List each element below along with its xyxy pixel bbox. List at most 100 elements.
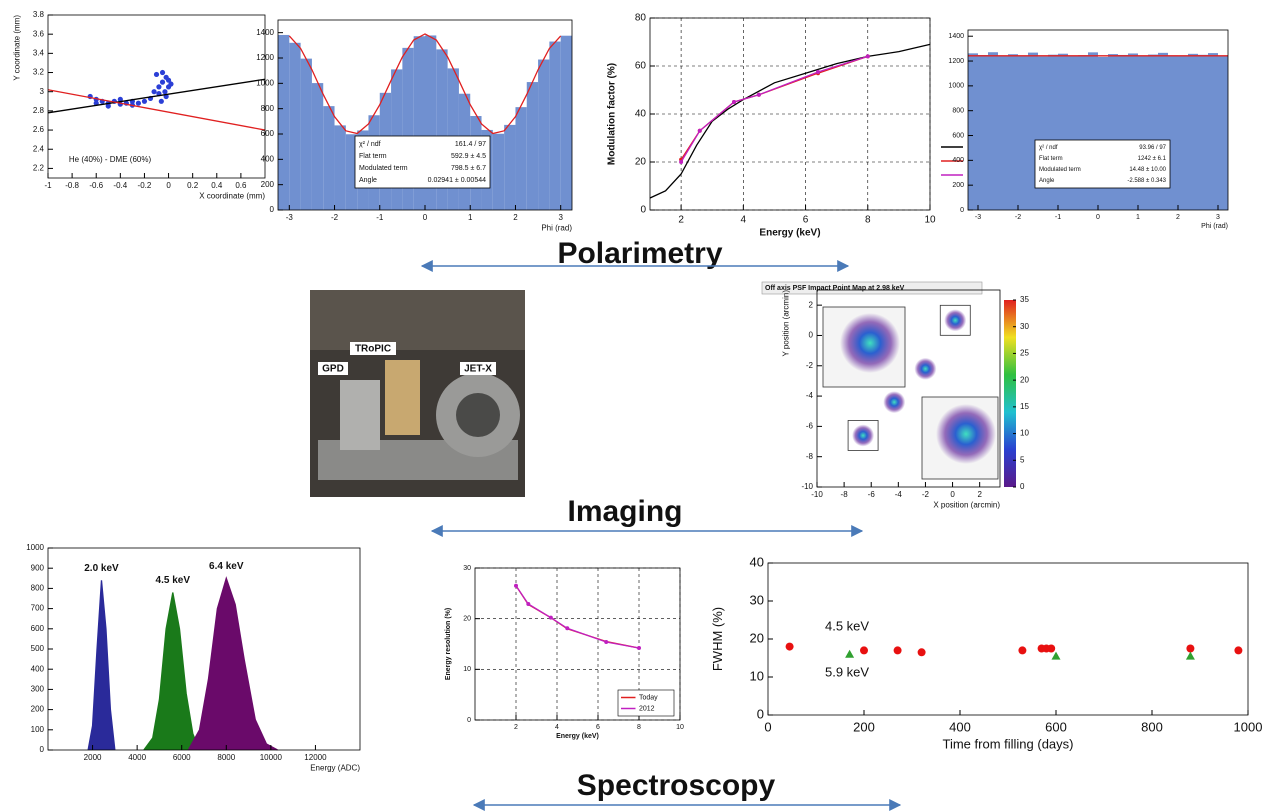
colorbar-tick-label: 5 bbox=[1020, 455, 1025, 464]
series-line bbox=[680, 55, 868, 163]
x-tick-label: 400 bbox=[949, 719, 971, 734]
y-tick-label: 3.6 bbox=[33, 29, 45, 38]
point bbox=[548, 615, 553, 620]
x-tick-label: 0.2 bbox=[187, 181, 199, 190]
stats-value: 592.9 ± 4.5 bbox=[451, 153, 486, 160]
hist-bar bbox=[998, 56, 1008, 211]
point bbox=[151, 89, 157, 95]
hist-bar bbox=[1108, 54, 1118, 210]
x-tick-label: 2000 bbox=[84, 753, 102, 762]
x-tick-label: -8 bbox=[841, 490, 849, 499]
legend-label: 2012 bbox=[639, 705, 655, 712]
y-axis-label: Energy resolution (%) bbox=[445, 608, 452, 680]
hist-bar bbox=[1218, 55, 1228, 211]
y-tick-label: 1000 bbox=[256, 78, 274, 87]
y-tick-label: 2 bbox=[809, 300, 814, 309]
point bbox=[697, 128, 702, 133]
hist-bar bbox=[278, 34, 290, 210]
legend-box bbox=[617, 689, 675, 717]
x-tick-label: 1 bbox=[1136, 214, 1140, 221]
plot-frame bbox=[816, 289, 1001, 488]
y-tick-label: 40 bbox=[635, 109, 647, 120]
y-tick-label: 200 bbox=[261, 180, 275, 189]
point bbox=[1234, 646, 1243, 655]
x-axis-label: Phi (rad) bbox=[1201, 223, 1228, 230]
y-tick-label: 30 bbox=[463, 565, 471, 572]
y-tick-label: 600 bbox=[952, 132, 964, 139]
hist-bar bbox=[492, 133, 505, 210]
point bbox=[105, 103, 111, 109]
point bbox=[637, 646, 641, 651]
hist-bar bbox=[1158, 52, 1168, 210]
point bbox=[1051, 651, 1061, 660]
hist-bar bbox=[1038, 56, 1048, 210]
point bbox=[153, 71, 160, 78]
y-tick-label: -10 bbox=[801, 482, 813, 491]
stats-key: χ² / ndf bbox=[359, 141, 381, 148]
spot-box bbox=[847, 420, 879, 451]
stats-box bbox=[354, 135, 491, 189]
x-tick-label: 0 bbox=[423, 213, 428, 222]
x-tick-label: 2 bbox=[514, 724, 518, 731]
psf-spot bbox=[914, 357, 937, 380]
x-axis-label: Energy (keV) bbox=[759, 228, 820, 239]
hist-bar bbox=[323, 106, 335, 210]
series-label: 4.5 keV bbox=[156, 575, 191, 586]
y-tick-label: 1000 bbox=[26, 543, 44, 552]
x-axis-label: Time from filling (days) bbox=[943, 736, 1074, 751]
plot-frame bbox=[474, 567, 681, 721]
colorbar-tick-label: 15 bbox=[1020, 402, 1029, 411]
y-tick-label: 2.8 bbox=[33, 106, 45, 115]
hist-bar bbox=[300, 58, 312, 211]
point bbox=[816, 70, 820, 74]
colorbar-tick-label: 30 bbox=[1020, 322, 1029, 331]
x-tick-label: -1 bbox=[44, 181, 52, 190]
colorbar-tick-label: 20 bbox=[1020, 375, 1029, 384]
x-tick-label: -0.4 bbox=[113, 181, 127, 190]
y-tick-label: 1200 bbox=[948, 58, 964, 65]
hist-bar bbox=[1198, 54, 1208, 210]
y-tick-label: 3 bbox=[40, 87, 45, 96]
hist-bar bbox=[1208, 53, 1218, 210]
hist-bar bbox=[1048, 54, 1058, 211]
y-tick-label: 1200 bbox=[256, 53, 274, 62]
colorbar bbox=[1004, 300, 1016, 487]
hist-bar bbox=[436, 49, 448, 211]
point bbox=[785, 642, 794, 651]
y-tick-label: 900 bbox=[31, 563, 45, 572]
stats-key: Flat term bbox=[1039, 156, 1063, 162]
y-tick-label: 20 bbox=[635, 157, 647, 168]
y-tick-label: 800 bbox=[261, 104, 275, 113]
point bbox=[1185, 651, 1195, 660]
y-tick-label: 0 bbox=[960, 207, 964, 214]
x-tick-label: 0 bbox=[764, 719, 771, 734]
x-tick-label: -1 bbox=[1055, 214, 1061, 221]
hist-bar bbox=[289, 42, 301, 210]
x-tick-label: -2 bbox=[1015, 214, 1021, 221]
point bbox=[159, 69, 166, 76]
y-tick-label: 400 bbox=[952, 157, 964, 164]
fit-line bbox=[47, 89, 266, 131]
hist-bar bbox=[1088, 52, 1098, 211]
hist-bar bbox=[425, 35, 437, 210]
hist-bar bbox=[311, 83, 324, 210]
y-tick-label: 2.4 bbox=[33, 144, 45, 153]
series-area bbox=[143, 592, 201, 751]
colorbar-tick-label: 0 bbox=[1020, 482, 1025, 491]
x-tick-label: 8000 bbox=[217, 753, 235, 762]
y-tick-label: 20 bbox=[750, 630, 764, 645]
y-tick-label: 30 bbox=[750, 592, 764, 607]
x-tick-label: 1 bbox=[468, 213, 473, 222]
hist-bar bbox=[1128, 53, 1138, 211]
hist-bar bbox=[402, 47, 414, 210]
x-axis-label: X position (arcmin) bbox=[933, 501, 1000, 510]
hist-bar bbox=[538, 59, 550, 210]
point bbox=[860, 646, 868, 655]
x-tick-label: 2 bbox=[513, 213, 518, 222]
stats-value: 798.5 ± 6.7 bbox=[451, 165, 486, 172]
x-tick-label: 12000 bbox=[304, 753, 327, 762]
point bbox=[679, 160, 684, 164]
hist-bar bbox=[1188, 53, 1198, 210]
y-tick-label: 0 bbox=[270, 205, 275, 214]
stats-value: 0.02941 ± 0.00544 bbox=[428, 177, 486, 184]
